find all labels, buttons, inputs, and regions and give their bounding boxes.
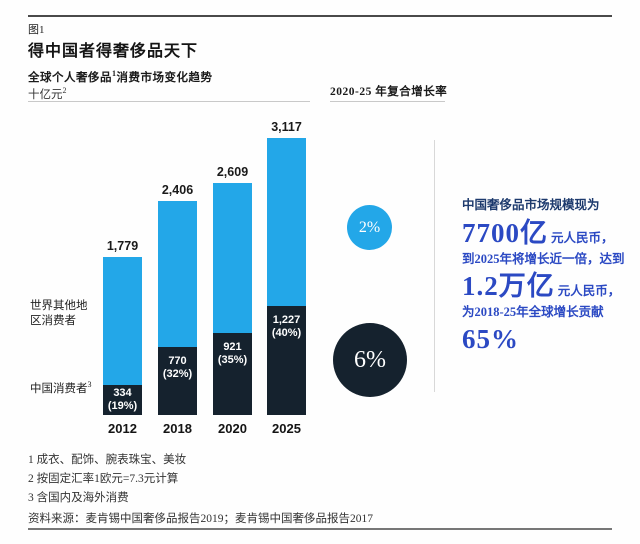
china-segment-label-2020: 921 (35%) [217, 341, 248, 366]
legend-china-consumers: 中国消费者3 [30, 380, 120, 396]
bar-segment-china-2025: 1,227 (40%) [267, 306, 306, 415]
insight-line-3: 为2018-25年全球增长贡献 [462, 305, 604, 319]
insight-line-2: 到2025年将增长近一倍，达到 [462, 252, 625, 266]
bar-segment-china-2018: 770 (32%) [158, 347, 197, 415]
insight-tail-1: 元人民币， [551, 231, 614, 245]
china-segment-label-2025: 1,227 (40%) [271, 314, 302, 339]
bar-segment-world-2012 [103, 257, 142, 385]
footnotes: 1 成衣、配饰、腕表珠宝、美妆 2 按固定汇率1欧元=7.3元计算 3 含国内及海外… [28, 451, 186, 508]
chart-subtitle: 全球个人奢侈品1消费市场变化趋势 [28, 69, 213, 85]
insight-big-number-1: 7700亿 [462, 218, 548, 248]
chart-unit-superscript: 2 [62, 86, 67, 96]
insight-intro: 中国奢侈品市场规模现为 [462, 198, 600, 212]
cagr-circle-world: 2% [347, 205, 392, 250]
insight-big-number-3: 65% [462, 324, 519, 354]
axis-label-2012: 2012 [108, 421, 137, 436]
chart-header-underline [28, 101, 310, 102]
axis-label-2018: 2018 [163, 421, 192, 436]
bar-segment-world-2018 [158, 201, 197, 347]
total-label-2020: 2,609 [216, 165, 249, 179]
source-line: 资料来源：麦肯锡中国奢侈品报告2019；麦肯锡中国奢侈品报告2017 [28, 513, 373, 525]
insight-text-block: 中国奢侈品市场规模现为 7700亿 元人民币， 到2025年将增长近一倍，达到 1… [462, 197, 640, 355]
cagr-circle-china: 6% [333, 323, 407, 397]
footnote-3: 3 含国内及海外消费 [28, 492, 129, 504]
figure-label: 图1 [28, 24, 45, 36]
footnote-2: 2 按固定汇率1欧元=7.3元计算 [28, 473, 179, 485]
chart-unit-label: 十亿元2 [28, 86, 67, 102]
legend-china-main: 中国消费者 [30, 383, 88, 395]
legend-world-consumers: 世界其他地区消费者 [30, 300, 88, 327]
china-segment-label-2012: 334 (19%) [107, 387, 138, 412]
top-rule [28, 15, 612, 17]
bar-2018: 770 (32%) [158, 201, 197, 415]
bar-2012: 334 (19%) [103, 257, 142, 415]
total-label-2012: 1,779 [106, 239, 139, 253]
axis-label-2020: 2020 [218, 421, 247, 436]
bar-segment-world-2020 [213, 183, 252, 333]
chart-unit-main: 十亿元 [28, 89, 63, 101]
bar-segment-china-2020: 921 (35%) [213, 333, 252, 415]
bar-segment-world-2025 [267, 138, 306, 306]
insight-tail-2: 元人民币， [557, 284, 621, 298]
vertical-divider [434, 140, 435, 392]
legend-china-superscript: 3 [87, 380, 92, 390]
figure-title: 得中国者得奢侈品天下 [28, 43, 199, 60]
total-label-2018: 2,406 [161, 183, 194, 197]
bottom-rule [28, 528, 612, 530]
chart-subtitle-rest: 消费市场变化趋势 [116, 72, 213, 84]
insight-big-number-2: 1.2万亿 [462, 271, 555, 301]
cagr-header-underline [330, 101, 445, 102]
bar-2020: 921 (35%) [213, 183, 252, 415]
chart-subtitle-superscript: 1 [112, 69, 117, 79]
cagr-header: 2020-25 年复合增长率 [330, 86, 448, 98]
bar-segment-china-2012: 334 (19%) [103, 385, 142, 415]
chart-subtitle-main: 全球个人奢侈品 [28, 72, 112, 84]
total-label-2025: 3,117 [271, 120, 302, 134]
footnote-1: 1 成衣、配饰、腕表珠宝、美妆 [28, 454, 187, 466]
bar-2025: 1,227 (40%) [267, 138, 306, 415]
china-segment-label-2018: 770 (32%) [162, 355, 193, 380]
axis-label-2025: 2025 [272, 421, 301, 436]
